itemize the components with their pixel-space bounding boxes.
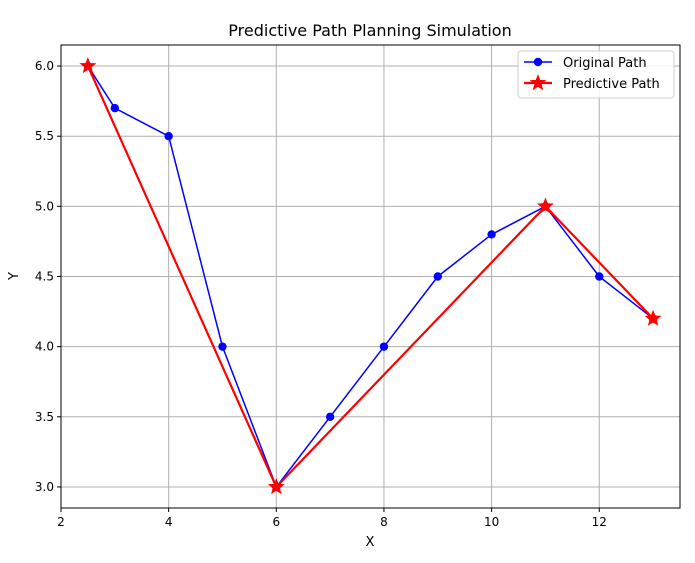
- x-tick-label: 6: [272, 515, 280, 529]
- data-point: [79, 57, 97, 74]
- legend: Original Path Predictive Path: [517, 50, 675, 99]
- data-point: [325, 412, 335, 422]
- y-tick-label: 5.0: [35, 199, 54, 213]
- data-point: [110, 103, 120, 113]
- legend-marker: [533, 57, 543, 67]
- series-line: [87, 65, 654, 488]
- data-point: [595, 272, 604, 281]
- x-tick-label: 10: [484, 515, 499, 529]
- x-tick-label: 8: [380, 515, 388, 529]
- chart-title: Predictive Path Planning Simulation: [228, 21, 511, 40]
- data-point: [379, 342, 389, 351]
- legend-label: Original Path: [563, 56, 647, 71]
- legend-marker: [529, 74, 547, 91]
- data-point: [487, 230, 496, 239]
- y-tick-label: 4.0: [35, 340, 54, 354]
- x-axis-label: X: [366, 535, 375, 550]
- x-tick-label: 4: [165, 515, 173, 529]
- y-tick-label: 4.5: [35, 270, 54, 284]
- ticks: 2 4 6 8 10 12 3.0 3.5 4.0 4.5 5.0 5.5 6.0: [35, 59, 607, 529]
- x-tick-label: 2: [57, 515, 65, 529]
- data-point: [433, 272, 442, 281]
- y-tick-label: 3.0: [35, 480, 54, 494]
- legend-label: Predictive Path: [563, 77, 660, 92]
- grid: [60, 45, 680, 508]
- data-point: [218, 342, 227, 351]
- data-point: [267, 478, 285, 495]
- y-tick-label: 6.0: [35, 59, 54, 73]
- data-point: [644, 309, 662, 326]
- data-point: [164, 131, 173, 141]
- data-point: [536, 197, 554, 214]
- series-layer: [79, 57, 662, 495]
- legend-item: Original Path: [524, 56, 647, 71]
- x-tick-label: 12: [592, 515, 607, 529]
- y-tick-label: 5.5: [35, 129, 54, 143]
- series-line: [86, 65, 654, 489]
- y-axis-label: Y: [7, 272, 22, 281]
- series-1: [79, 57, 662, 495]
- legend-box: [517, 50, 675, 99]
- legend-item: Predictive Path: [524, 74, 660, 92]
- y-tick-label: 3.5: [35, 410, 54, 424]
